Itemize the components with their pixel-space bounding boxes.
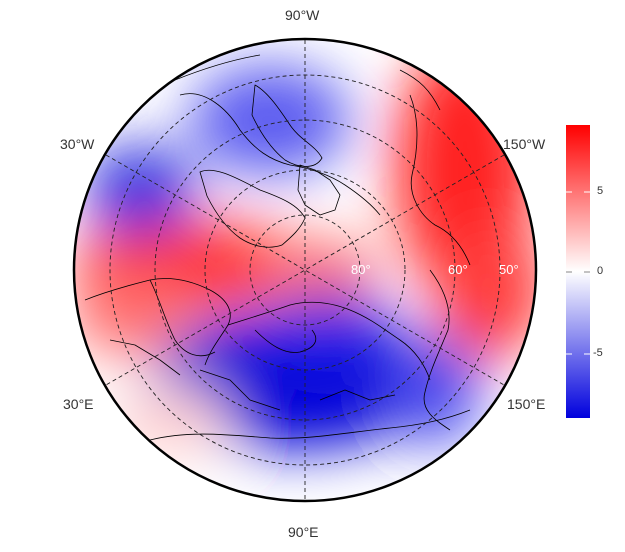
lon-label-150e: 150°E	[507, 396, 546, 412]
lon-label-30w: 30°W	[60, 136, 95, 152]
archipelago-coast	[297, 164, 341, 216]
anomaly-bering	[435, 220, 535, 360]
colorbar	[566, 125, 590, 418]
lat-labels: 80° 60° 50°	[351, 262, 519, 277]
lat-label-60: 60°	[448, 262, 468, 277]
graticule	[105, 40, 505, 500]
lat-label-80: 80°	[351, 262, 371, 277]
anomaly-pacific-siberia	[390, 335, 480, 445]
anomaly-central-siberia	[260, 295, 400, 365]
asia-border-lines	[109, 339, 396, 411]
chukotka-coast	[423, 269, 451, 431]
canada-coast	[179, 93, 381, 216]
anomaly-labrador	[85, 145, 195, 235]
anomaly-field	[75, 40, 535, 500]
lat-circle-80	[249, 214, 361, 326]
lon-label-150w: 150°W	[503, 136, 546, 152]
lat-label-50: 50°	[499, 262, 519, 277]
anomaly-canada	[190, 65, 350, 175]
lon-label-90e: 90°E	[288, 524, 319, 540]
coastlines	[84, 54, 471, 441]
colorbar-label-m5: -5	[593, 347, 603, 359]
colorbar-label-0: 0	[597, 265, 604, 277]
alaska-coast	[409, 94, 471, 266]
lon-label-30e: 30°E	[63, 396, 94, 412]
siberia-coast	[227, 301, 431, 381]
lon-label-90w: 90°W	[285, 7, 320, 23]
lat-circle-60	[154, 119, 456, 421]
anomaly-greenland-sea	[260, 240, 380, 300]
anomaly-scandinavia	[75, 275, 190, 355]
europe-coast	[84, 278, 231, 366]
colorbar-label-5: 5	[597, 185, 604, 197]
map-frame	[72, 37, 538, 503]
north-america-south-coast	[174, 54, 441, 111]
baffin-coast	[251, 84, 323, 167]
taymyr-coast	[254, 329, 317, 353]
greenland-coast	[199, 169, 306, 248]
